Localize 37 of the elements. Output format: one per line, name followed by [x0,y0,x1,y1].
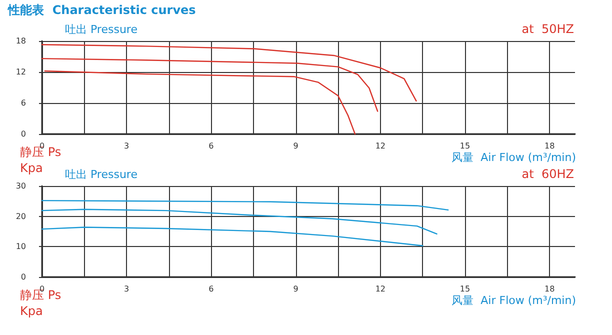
y-tick-label: 10 [16,242,26,252]
text: at 50HZ [522,22,574,36]
chart-title: 性能表 Characteristic curves [7,3,196,17]
line-series [41,58,378,112]
line-series [44,70,356,135]
x-tick-label: 6 [208,284,214,294]
x-tick-label: 12 [375,142,386,150]
y-tick-label: 18 [16,36,26,46]
x-tick-label: 0 [39,284,45,294]
x-axis-title: 风量 Air Flow (m³/min) [452,151,576,164]
x-tick-label: 18 [544,284,555,294]
x-tick-label: 3 [124,142,130,150]
y-tick-label: 12 [16,68,26,76]
y-axis-title: 吐出 Pressure [65,168,138,181]
text: Kpa [20,304,43,318]
line-series [41,200,449,211]
x-tick-label: 15 [460,284,470,294]
x-tick-label: 9 [293,284,298,294]
y-tick-label: 0 [20,130,26,138]
x-tick-label: 18 [544,142,555,150]
y-axis-title: 吐出 Pressure [65,23,138,36]
x-tick-label: 9 [293,142,298,150]
x-axis-title: 风量 Air Flow (m³/min) [452,294,576,307]
line-series [41,226,424,246]
x-tick-label: 6 [208,142,214,150]
y-tick-label: 6 [20,98,26,108]
x-tick-label: 15 [460,142,470,150]
x-tick-label: 12 [375,284,386,294]
line-series [41,44,417,102]
line-series [41,208,438,235]
text: Kpa [20,161,43,175]
x-tick-label: 0 [39,142,45,150]
y-tick-label: 20 [16,212,26,221]
text: at 60HZ [522,167,574,181]
y-tick-label: 30 [16,182,26,190]
y-tick-label: 0 [20,272,26,282]
x-tick-label: 3 [124,284,130,294]
